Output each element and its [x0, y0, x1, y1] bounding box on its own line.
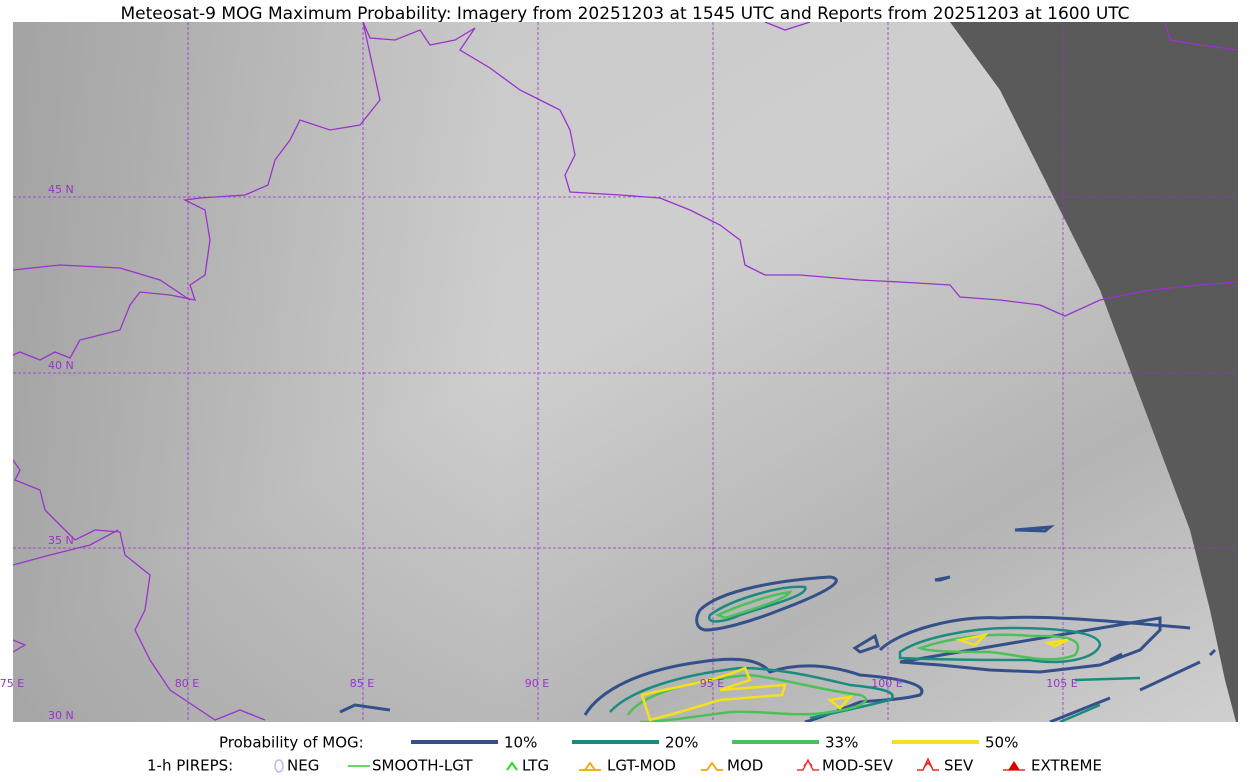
pirep-icon — [579, 761, 601, 771]
legend: Probability of MOG: 1-h PIREPS: 10% 20% 33… — [147, 734, 1102, 775]
legend-label: MOD-SEV — [822, 757, 894, 775]
legend-label: EXTREME — [1031, 757, 1102, 775]
borders — [13, 22, 1238, 721]
contours — [339, 525, 1217, 722]
pirep-icon — [917, 757, 939, 771]
lon-label: 80 E — [175, 677, 199, 690]
lat-label: 45 N — [48, 183, 74, 196]
lat-label: 40 N — [48, 359, 74, 372]
lon-label: 105 E — [1046, 677, 1077, 690]
lon-labels: 75 E 80 E 85 E 90 E 95 E 100 E 105 E — [0, 677, 1078, 690]
legend-label: SMOOTH-LGT — [372, 757, 473, 775]
legend-label: LGT-MOD — [607, 757, 676, 775]
legend-label: MOD — [727, 757, 763, 775]
pirep-icon — [506, 761, 518, 771]
lon-label: 95 E — [700, 677, 724, 690]
lat-labels: 45 N 40 N 35 N 30 N — [48, 183, 74, 722]
legend-title: 1-h PIREPS: — [147, 757, 233, 775]
pirep-icon — [797, 758, 819, 771]
lon-label: 90 E — [525, 677, 549, 690]
lat-label: 30 N — [48, 709, 74, 722]
legend-label: LTG — [522, 757, 549, 775]
legend-label: SEV — [944, 757, 974, 775]
legend-title: Probability of MOG: — [219, 734, 364, 752]
legend-label: NEG — [287, 757, 319, 775]
title: Meteosat-9 MOG Maximum Probability: Imag… — [120, 4, 1129, 24]
lat-label: 35 N — [48, 534, 74, 547]
pirep-icon — [1003, 760, 1025, 771]
legend-label: 10% — [504, 734, 537, 752]
legend-label: 33% — [825, 734, 858, 752]
legend-label: 20% — [665, 734, 698, 752]
grid — [13, 22, 1238, 722]
legend-label: 50% — [985, 734, 1018, 752]
lon-label: 100 E — [871, 677, 902, 690]
pirep-icon — [701, 761, 723, 771]
map — [13, 22, 1238, 722]
lon-label: 75 E — [0, 677, 24, 690]
lon-label: 85 E — [350, 677, 374, 690]
pirep-icon — [274, 759, 284, 773]
